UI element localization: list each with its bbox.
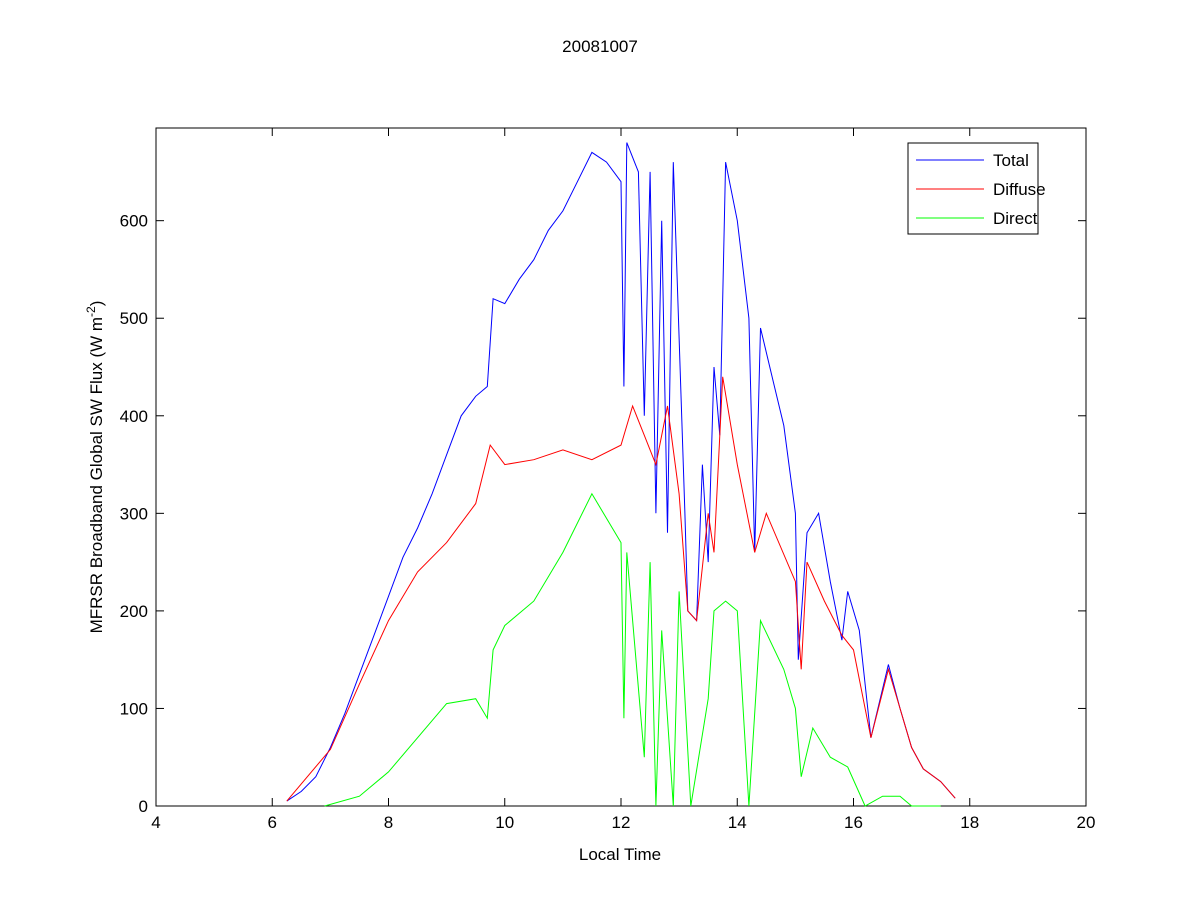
x-tick-label: 10 — [495, 813, 514, 832]
y-axis-label-end: ) — [87, 301, 106, 307]
x-tick-label: 4 — [151, 813, 160, 832]
x-tick-label: 8 — [384, 813, 393, 832]
y-axis-label-sup: -2 — [84, 306, 98, 317]
series-layer — [286, 142, 956, 807]
x-tick-label: 16 — [844, 813, 863, 832]
legend-label-diffuse: Diffuse — [993, 180, 1046, 199]
y-tick-label: 200 — [120, 602, 148, 621]
legend-label-direct: Direct — [993, 209, 1038, 228]
y-tick-label: 0 — [139, 797, 148, 816]
chart-title: 20081007 — [562, 37, 638, 56]
series-line-direct — [324, 492, 941, 807]
legend-label-total: Total — [993, 151, 1029, 170]
y-axis-label-main: MFRSR Broadband Global SW Flux (W m — [87, 317, 106, 633]
y-tick-label: 300 — [120, 504, 148, 523]
x-tick-label: 20 — [1077, 813, 1096, 832]
plot-area — [155, 127, 1087, 807]
legend: Total Diffuse Direct — [907, 142, 1046, 235]
y-tick-label: 400 — [120, 407, 148, 426]
y-tick-label: 600 — [120, 212, 148, 231]
y-tick-label: 500 — [120, 309, 148, 328]
y-axis-label: MFRSR Broadband Global SW Flux (W m-2) — [84, 301, 106, 634]
x-tick-label: 6 — [268, 813, 277, 832]
x-tick-label: 18 — [960, 813, 979, 832]
x-axis-label: Local Time — [579, 845, 661, 864]
x-tick-label: 12 — [612, 813, 631, 832]
x-tick-label: 14 — [728, 813, 747, 832]
y-tick-label: 100 — [120, 699, 148, 718]
series-line-total — [286, 142, 956, 802]
series-line-diffuse — [286, 376, 956, 802]
